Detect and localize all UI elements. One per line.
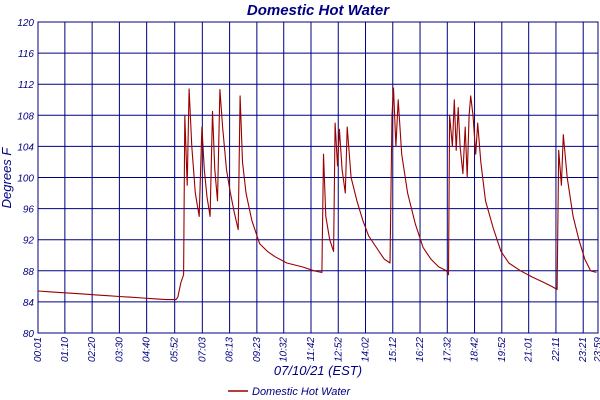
legend-label: Domestic Hot Water [252,386,352,398]
x-tick-label: 19:52 [497,337,508,362]
x-tick-label: 00:01 [33,337,44,362]
y-tick-label: 80 [23,329,35,340]
x-tick-label: 15:12 [388,337,399,362]
chart-title: Domestic Hot Water [247,2,390,19]
x-axis-label: 07/10/21 (EST) [274,363,362,378]
x-tick-label: 10:32 [279,337,290,362]
x-tick-label: 08:13 [225,337,236,362]
plot-area [37,21,599,334]
x-tick-label: 23:21 [578,337,589,363]
y-tick-label: 108 [17,111,34,122]
x-tick-label: 14:02 [361,337,372,362]
series-line [37,87,597,301]
x-tick-label: 02:20 [87,337,98,362]
x-tick-label: 11:42 [306,337,317,362]
x-tick-label: 21:01 [524,337,535,363]
x-tick-label: 01:10 [60,337,71,362]
x-tick-label: 18:42 [470,337,481,362]
y-tick-label: 104 [17,142,34,153]
grid [37,21,599,334]
y-tick-label: 112 [18,80,34,91]
y-tick-label: 116 [18,49,34,60]
x-tick-label: 05:52 [170,337,181,362]
y-tick-label: 120 [17,18,34,29]
x-axis-ticks: 00:01 01:10 02:20 03:30 04:40 05:52 07:03 08:13… [33,337,600,363]
x-tick-label: 04:40 [142,337,153,362]
x-tick-label: 12:52 [333,337,344,362]
y-axis-label: Degrees F [0,147,14,209]
y-tick-label: 96 [23,205,35,216]
y-tick-label: 100 [17,174,34,185]
y-tick-label: 84 [23,298,35,309]
y-tick-label: 88 [23,267,35,278]
x-tick-label: 16:22 [415,337,426,362]
legend: Domestic Hot Water [228,386,352,398]
y-axis-ticks: 80 84 88 92 96 100 104 108 112 116 120 [17,18,34,340]
y-tick-label: 92 [23,236,35,247]
series-layer [37,87,597,301]
x-tick-label: 07:03 [197,337,208,362]
x-tick-label: 22:11 [551,337,562,362]
x-tick-label: 23:59 [593,337,600,363]
x-tick-label: 17:32 [442,337,453,362]
x-tick-label: 03:30 [114,337,125,362]
x-tick-label: 09:23 [252,337,263,362]
